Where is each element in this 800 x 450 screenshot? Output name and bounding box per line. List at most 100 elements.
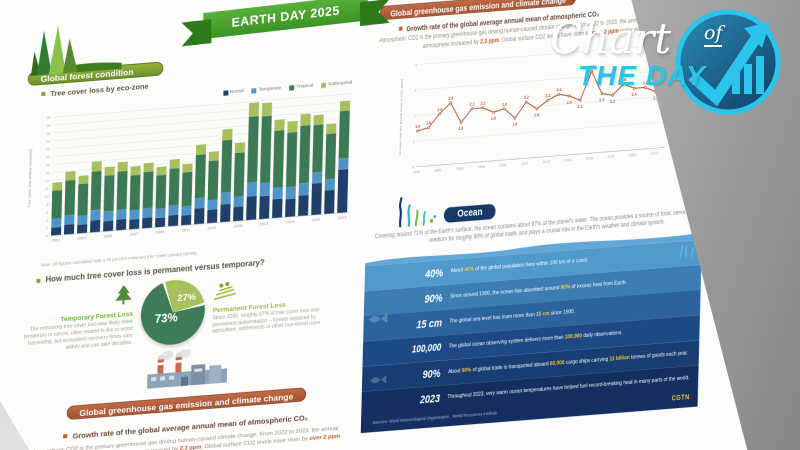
svg-text:26: 26 (46, 132, 50, 136)
forest-loss-pie-chart: 73% 27% (140, 278, 205, 347)
legend-item-boreal: Boreal (223, 89, 244, 96)
svg-text:2.2: 2.2 (610, 98, 616, 104)
svg-text:2.1: 2.1 (470, 101, 476, 107)
svg-text:2019: 2019 (285, 219, 295, 225)
svg-text:2002: 2002 (434, 168, 441, 173)
legend-label: Subtropical (328, 80, 353, 88)
svg-text:8: 8 (46, 203, 48, 207)
tree-icon (113, 292, 133, 311)
svg-text:2.4: 2.4 (643, 79, 649, 85)
svg-text:2.4: 2.4 (556, 86, 562, 92)
ocean-stats-panel: 40% About 40% of the global population l… (361, 231, 702, 433)
forest-loss-split-row: Temporary Forest Loss The remaining tree… (21, 266, 358, 357)
svg-text:2000: 2000 (413, 169, 420, 174)
stat-value: 2023 (419, 392, 441, 407)
svg-text:2022: 2022 (651, 151, 658, 156)
svg-text:1.6: 1.6 (458, 125, 464, 131)
pie-label-27: 27% (177, 291, 197, 305)
svg-text:4: 4 (415, 62, 417, 67)
fish-icon (370, 374, 388, 386)
svg-text:2: 2 (414, 114, 416, 119)
svg-text:1.9: 1.9 (491, 115, 497, 121)
logo-of-text: of (704, 22, 723, 47)
svg-text:0: 0 (412, 165, 414, 170)
svg-text:16: 16 (45, 171, 49, 175)
legend-label: Temperate (258, 86, 282, 94)
svg-text:Tree cover loss (million hecta: Tree cover loss (million hectares) (26, 148, 33, 208)
svg-text:2013: 2013 (207, 225, 217, 231)
permanent-forest-loss-block: Permanent Forest Loss Since 2000, roughl… (212, 274, 325, 336)
legend-swatch (223, 90, 228, 95)
fish-icon (368, 312, 390, 327)
svg-text:1.4: 1.4 (415, 123, 421, 129)
svg-text:2005: 2005 (103, 233, 113, 239)
bullet-square-icon (36, 279, 40, 283)
svg-text:3: 3 (414, 88, 416, 93)
svg-text:2009: 2009 (155, 229, 165, 235)
svg-text:2.1: 2.1 (480, 100, 486, 106)
legend-swatch (321, 83, 326, 88)
svg-text:2020: 2020 (629, 152, 636, 157)
svg-text:2.4: 2.4 (448, 95, 454, 101)
cgtn-brand: CGTN (671, 394, 690, 403)
trend-arrow-icon (672, 6, 784, 118)
svg-text:1.5: 1.5 (426, 120, 432, 126)
svg-text:4: 4 (46, 219, 48, 223)
bullet-square-icon (64, 434, 68, 438)
temporary-forest-loss-block: Temporary Forest Loss The remaining tree… (21, 285, 134, 356)
svg-text:2.1: 2.1 (577, 103, 583, 109)
svg-text:2.6: 2.6 (621, 76, 627, 82)
pie-label-73: 73% (154, 312, 178, 326)
logo-chart-text: Chart (550, 14, 672, 63)
bullet-square-icon (399, 27, 402, 31)
svg-text:2.3: 2.3 (567, 99, 573, 105)
svg-text:2.2: 2.2 (653, 94, 659, 100)
svg-text:2011: 2011 (182, 227, 191, 233)
bullet-square-icon (41, 92, 45, 96)
climate-ocean-column: Global greenhouse gas emission and clima… (361, 0, 748, 433)
wave-top-icon (365, 231, 702, 267)
svg-text:2018: 2018 (607, 154, 614, 159)
svg-text:2.4: 2.4 (632, 91, 638, 97)
ocean-badge: Ocean (443, 202, 496, 223)
svg-text:Increase over the annual mean: Increase over the annual mean of CO2 (pp… (398, 78, 404, 155)
seaweed-icon (394, 205, 444, 226)
co2-growth-chart: 0 1 2 3 4 1.4 2000 1.5 2.0 2002 2.4 1.6 2004 2.1 2.1 20… (395, 28, 747, 193)
factory-icon (19, 336, 355, 406)
svg-text:2016: 2016 (586, 156, 593, 161)
legend-item-temperate: Temperate (252, 86, 282, 93)
svg-text:0: 0 (46, 234, 48, 238)
svg-text:30: 30 (47, 116, 51, 120)
svg-text:14: 14 (45, 179, 49, 183)
svg-text:2014: 2014 (564, 158, 571, 163)
legend-label: Boreal (229, 89, 244, 96)
stat-value: 40% (425, 266, 444, 281)
svg-text:2007: 2007 (129, 231, 139, 237)
svg-text:2021: 2021 (312, 217, 322, 223)
svg-text:18: 18 (45, 163, 49, 167)
svg-text:2: 2 (46, 226, 48, 230)
svg-text:2017: 2017 (259, 221, 269, 227)
svg-text:28: 28 (46, 124, 50, 128)
svg-text:1.9: 1.9 (534, 111, 540, 117)
chart-of-the-day-logo: Chart of THE DAY (548, 0, 798, 140)
svg-text:2006: 2006 (478, 164, 485, 169)
svg-text:6: 6 (46, 211, 48, 215)
svg-text:2010: 2010 (521, 161, 528, 166)
svg-text:2004: 2004 (456, 166, 463, 171)
coral-icon (677, 244, 695, 259)
legend-item-tropical: Tropical (289, 84, 313, 91)
legend-label: Tropical (296, 83, 314, 91)
legend-swatch (252, 88, 257, 93)
svg-text:2.2: 2.2 (524, 94, 530, 100)
stat-value: 90% (424, 292, 443, 306)
svg-text:20: 20 (46, 155, 50, 159)
svg-text:2.0: 2.0 (502, 101, 508, 107)
svg-text:1.6: 1.6 (512, 121, 518, 127)
svg-text:12: 12 (45, 187, 49, 191)
svg-text:2.3: 2.3 (599, 96, 605, 102)
svg-text:10: 10 (45, 195, 49, 199)
svg-text:2.0: 2.0 (437, 106, 443, 112)
